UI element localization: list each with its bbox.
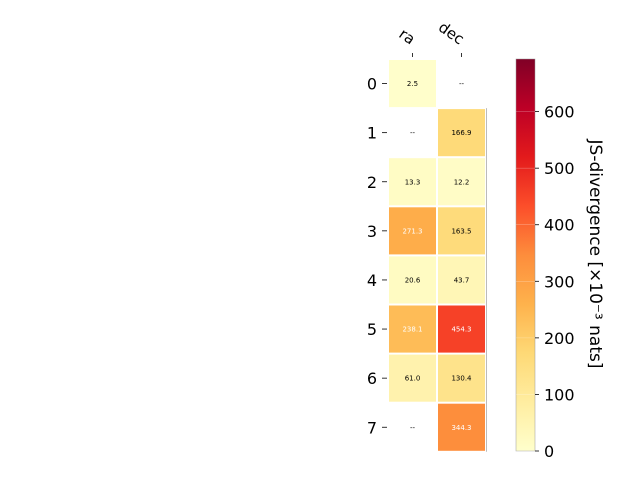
y-tick-label: 5 (367, 320, 377, 339)
colorbar-tick-label: 0 (544, 442, 554, 461)
heatmap-cell-0-ra (389, 60, 436, 108)
heatmap-cell-3-dec (438, 207, 485, 255)
y-tick-label: 2 (367, 173, 377, 192)
y-axis: 0 1 2 3 4 5 6 7 (367, 75, 387, 437)
cell-value-label: 43.7 (454, 276, 470, 284)
heatmap-cell-3-ra (389, 207, 436, 255)
cell-missing-label: -- (410, 129, 416, 137)
cell-value-label: 61.0 (405, 375, 421, 383)
colorbar-tick-label: 600 (544, 103, 575, 122)
heatmap-cell-2-dec (438, 158, 485, 206)
heatmap-cell-7-dec (438, 403, 485, 451)
y-tick-label: 7 (367, 418, 377, 437)
colorbar-ticks: 0 100 200 300 400 500 600 (516, 103, 575, 461)
heatmap-cell-6-ra (389, 354, 436, 402)
colorbar (515, 58, 536, 452)
heatmap-cell-2-ra (389, 158, 436, 206)
heatmap-cell-5-ra (389, 305, 436, 353)
cell-missing-label: -- (459, 80, 465, 88)
x-tick-label: dec (435, 18, 467, 48)
cell-value-label: 163.5 (451, 227, 471, 235)
cell-value-label: 130.4 (451, 375, 472, 383)
cell-value-label: 271.3 (402, 227, 422, 235)
cell-value-label: 454.3 (451, 326, 471, 334)
heatmap-cell-1-dec (438, 109, 485, 157)
colorbar-label: JS-divergence [×10⁻³ nats] (585, 139, 605, 369)
heatmap-cell-5-dec (438, 305, 485, 353)
y-tick-label: 4 (367, 271, 377, 290)
heatmap-cell-6-dec (438, 354, 485, 402)
heatmap-cell-4-dec (438, 256, 485, 304)
colorbar-tick-label: 200 (544, 329, 575, 348)
x-tick-label: ra (396, 25, 419, 49)
y-tick-label: 3 (367, 222, 377, 241)
colorbar-tick-label: 300 (544, 272, 575, 291)
y-tick-label: 0 (367, 75, 377, 94)
cell-missing-label: -- (410, 424, 416, 432)
colorbar-tick-label: 100 (544, 385, 575, 404)
cell-value-label: 344.3 (451, 424, 471, 432)
cell-value-label: 12.2 (454, 178, 470, 186)
colorbar-tick-label: 500 (544, 159, 575, 178)
heatmap-cells: 2.5 -- -- 166.9 13.3 12.2 271.3 163.5 20.6 43.7 23… (389, 60, 487, 452)
cell-value-label: 166.9 (451, 129, 471, 137)
x-axis: ra dec (396, 18, 468, 57)
y-tick-label: 1 (367, 124, 377, 143)
y-tick-label: 6 (367, 369, 377, 388)
heatmap-cell-4-ra (389, 256, 436, 304)
cell-value-label: 20.6 (405, 276, 421, 284)
colorbar-tick-label: 400 (544, 216, 575, 235)
cell-value-label: 13.3 (405, 178, 421, 186)
cell-value-label: 238.1 (402, 326, 422, 334)
cell-value-label: 2.5 (407, 80, 418, 88)
